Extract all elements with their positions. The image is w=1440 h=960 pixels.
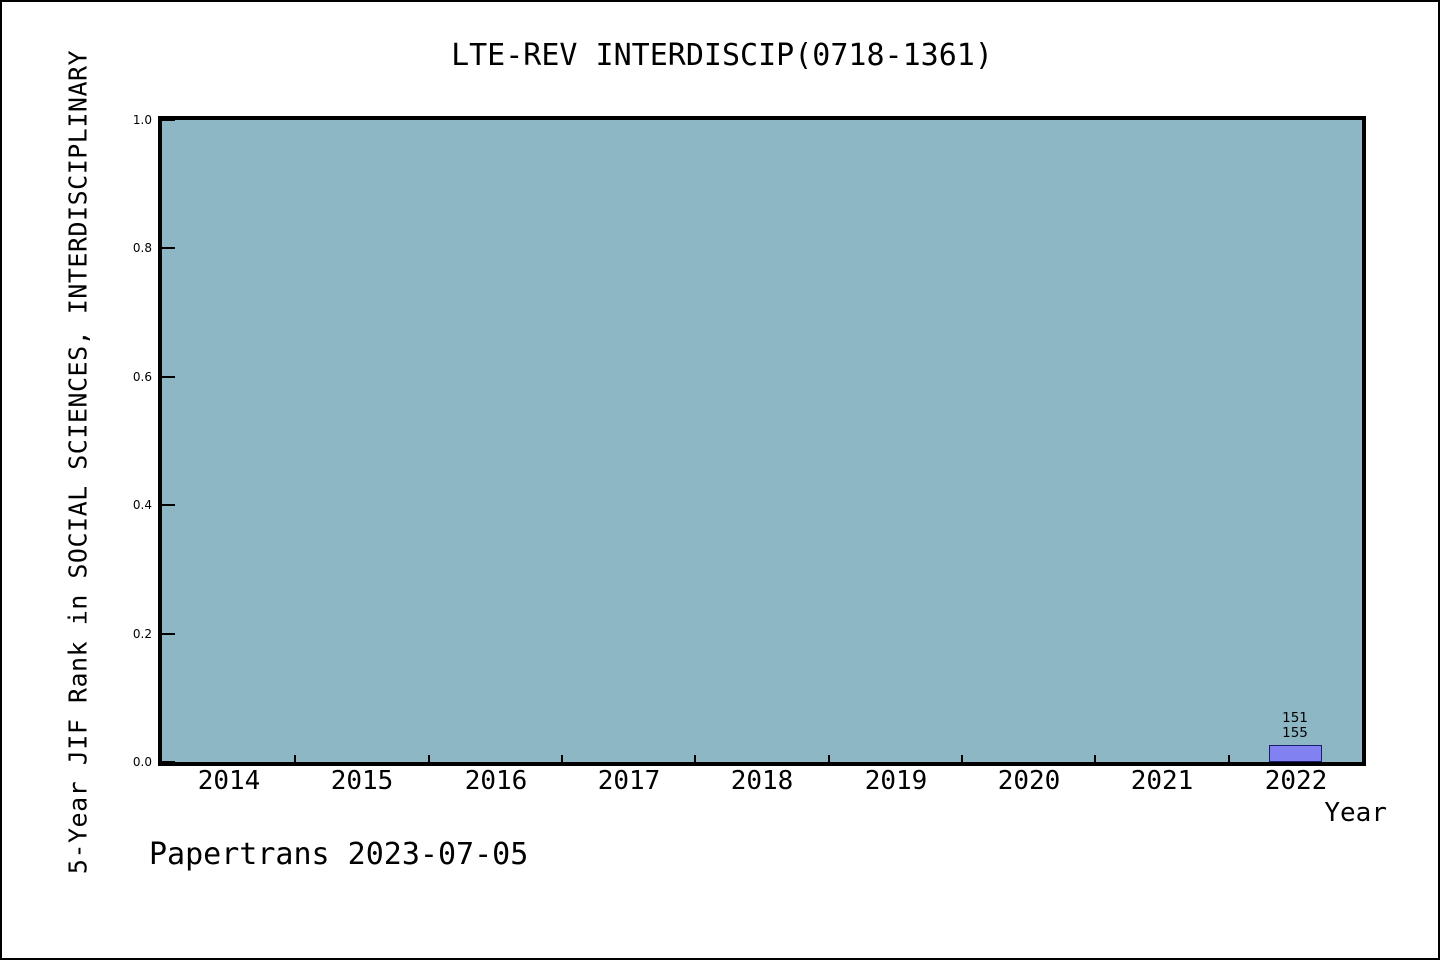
y-axis-tick-label: 0.8 (132, 241, 152, 255)
x-axis-tick (294, 755, 296, 762)
y-axis-tick-label: 0.2 (132, 627, 152, 641)
y-axis-tick (162, 119, 175, 121)
x-axis-category-label: 2016 (464, 766, 528, 796)
x-axis-label: Year (1324, 798, 1387, 828)
x-axis-tick (961, 755, 963, 762)
y-axis-tick-label: 0.4 (132, 498, 152, 512)
chart-title: LTE-REV INTERDISCIP(0718-1361) (451, 38, 993, 73)
bar-value-line: 151 (1282, 710, 1308, 726)
x-axis-tick (1228, 755, 1230, 762)
bar-value-line: 155 (1282, 724, 1308, 741)
x-axis-tick (828, 755, 830, 762)
y-axis-tick-label: 0.0 (132, 755, 152, 769)
x-axis-tick (428, 755, 430, 762)
y-axis-tick (162, 504, 175, 506)
x-axis-category-label: 2015 (330, 766, 394, 796)
y-axis-tick (162, 633, 175, 635)
y-axis-tick-label: 1.0 (132, 113, 152, 127)
x-axis-category-label: 2018 (730, 766, 794, 796)
x-axis-category-label: 2014 (197, 766, 261, 796)
x-axis-category-label: 2021 (1130, 766, 1194, 796)
bar-2022 (1269, 745, 1322, 762)
x-axis-tick (694, 755, 696, 762)
y-axis-tick (162, 247, 175, 249)
y-axis-label: 5-Year JIF Rank in SOCIAL SCIENCES, INTE… (63, 49, 93, 875)
y-axis-tick (162, 376, 175, 378)
x-axis-tick (561, 755, 563, 762)
x-axis-category-label: 2020 (997, 766, 1061, 796)
x-axis-category-label: 2019 (864, 766, 928, 796)
plot-area: 151 155 (158, 116, 1366, 766)
y-axis-tick (162, 761, 175, 763)
watermark-text: Papertrans 2023-07-05 (149, 837, 529, 872)
x-axis-category-label: 2022 (1264, 766, 1328, 796)
x-axis-tick (1094, 755, 1096, 762)
bar-value-label: 151 155 (1255, 711, 1335, 740)
x-axis-category-label: 2017 (597, 766, 661, 796)
y-axis-tick-label: 0.6 (132, 370, 152, 384)
